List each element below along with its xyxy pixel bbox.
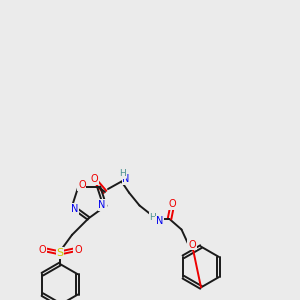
Text: S: S bbox=[56, 248, 64, 258]
Text: O: O bbox=[91, 174, 98, 184]
Text: O: O bbox=[78, 180, 86, 190]
Text: O: O bbox=[74, 245, 82, 255]
Text: N: N bbox=[122, 174, 130, 184]
Text: N: N bbox=[98, 200, 106, 210]
Text: H: H bbox=[150, 213, 156, 222]
Text: N: N bbox=[156, 216, 163, 226]
Text: O: O bbox=[188, 239, 196, 250]
Text: O: O bbox=[169, 199, 176, 209]
Text: H: H bbox=[119, 169, 125, 178]
Text: O: O bbox=[38, 245, 46, 255]
Text: N: N bbox=[71, 204, 79, 214]
